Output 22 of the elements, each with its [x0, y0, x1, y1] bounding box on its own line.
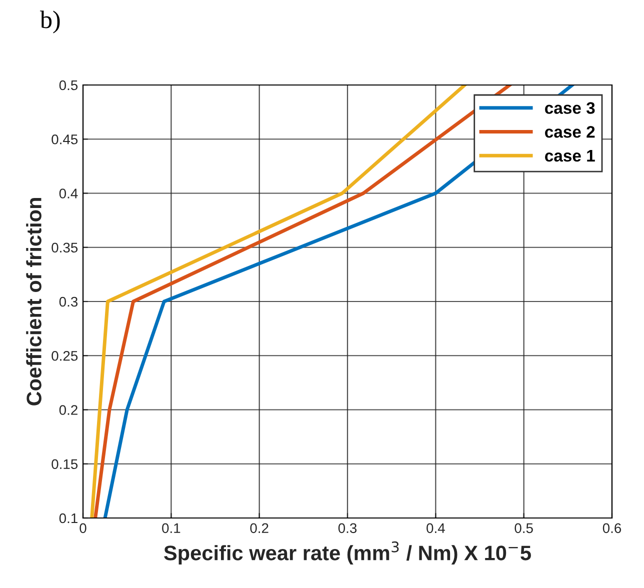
y-tick-label: 0.2	[59, 405, 78, 415]
x-tick-label: 0.1	[162, 523, 180, 534]
y-tick-label: 0.45	[52, 134, 78, 144]
y-tick-label: 0.3	[59, 296, 78, 307]
y-tick-label: 0.5	[59, 80, 78, 90]
y-tick-label: 0.1	[59, 513, 78, 524]
chart-title: b)	[40, 10, 60, 34]
x-tick-label: 0.6	[602, 523, 622, 534]
y-tick-label: 0.25	[52, 350, 78, 361]
legend-label: case 2	[545, 126, 595, 138]
x-tick-label: 0.5	[514, 523, 533, 534]
x-tick-label: 0.2	[250, 523, 268, 534]
y-tick-label: 0.15	[52, 459, 78, 470]
legend-label: case 1	[545, 150, 595, 162]
y-axis-title: Coefficient of friction	[26, 198, 42, 406]
x-tick-label: 0	[80, 523, 86, 534]
x-axis-title: Specific wear rate (mm$^{3}$ / Nm) X 10$^{−}$5	[164, 541, 531, 564]
x-tick-label: 0.4	[426, 523, 445, 534]
x-tick-label: 0.3	[338, 523, 357, 534]
y-tick-label: 0.35	[52, 242, 78, 253]
y-tick-label: 0.4	[59, 188, 78, 198]
legend-label: case 3	[545, 102, 595, 114]
